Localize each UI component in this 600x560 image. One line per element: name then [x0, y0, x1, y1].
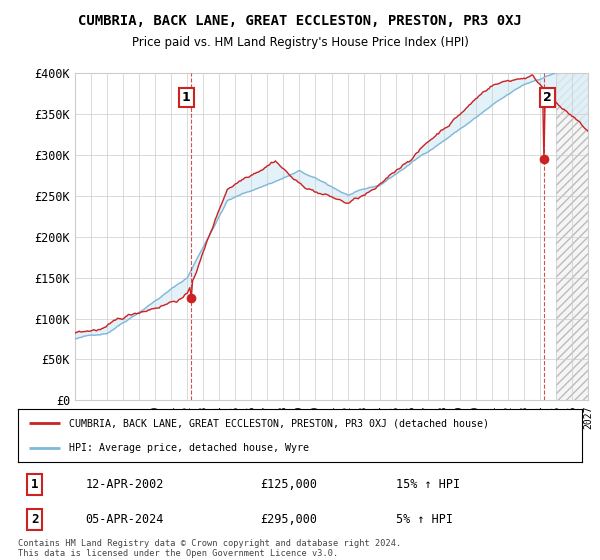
- Text: 2: 2: [543, 91, 551, 104]
- Text: Price paid vs. HM Land Registry's House Price Index (HPI): Price paid vs. HM Land Registry's House …: [131, 36, 469, 49]
- Text: £125,000: £125,000: [260, 478, 317, 491]
- Text: £295,000: £295,000: [260, 513, 317, 526]
- Text: HPI: Average price, detached house, Wyre: HPI: Average price, detached house, Wyre: [69, 442, 309, 452]
- Text: 1: 1: [182, 91, 191, 104]
- Text: CUMBRIA, BACK LANE, GREAT ECCLESTON, PRESTON, PR3 0XJ (detached house): CUMBRIA, BACK LANE, GREAT ECCLESTON, PRE…: [69, 418, 489, 428]
- Text: 1: 1: [31, 478, 38, 491]
- Text: 15% ↑ HPI: 15% ↑ HPI: [396, 478, 460, 491]
- Text: Contains HM Land Registry data © Crown copyright and database right 2024.
This d: Contains HM Land Registry data © Crown c…: [18, 539, 401, 558]
- Text: 2: 2: [31, 513, 38, 526]
- Text: CUMBRIA, BACK LANE, GREAT ECCLESTON, PRESTON, PR3 0XJ: CUMBRIA, BACK LANE, GREAT ECCLESTON, PRE…: [78, 14, 522, 28]
- Text: 5% ↑ HPI: 5% ↑ HPI: [396, 513, 453, 526]
- Text: 12-APR-2002: 12-APR-2002: [86, 478, 164, 491]
- Text: 05-APR-2024: 05-APR-2024: [86, 513, 164, 526]
